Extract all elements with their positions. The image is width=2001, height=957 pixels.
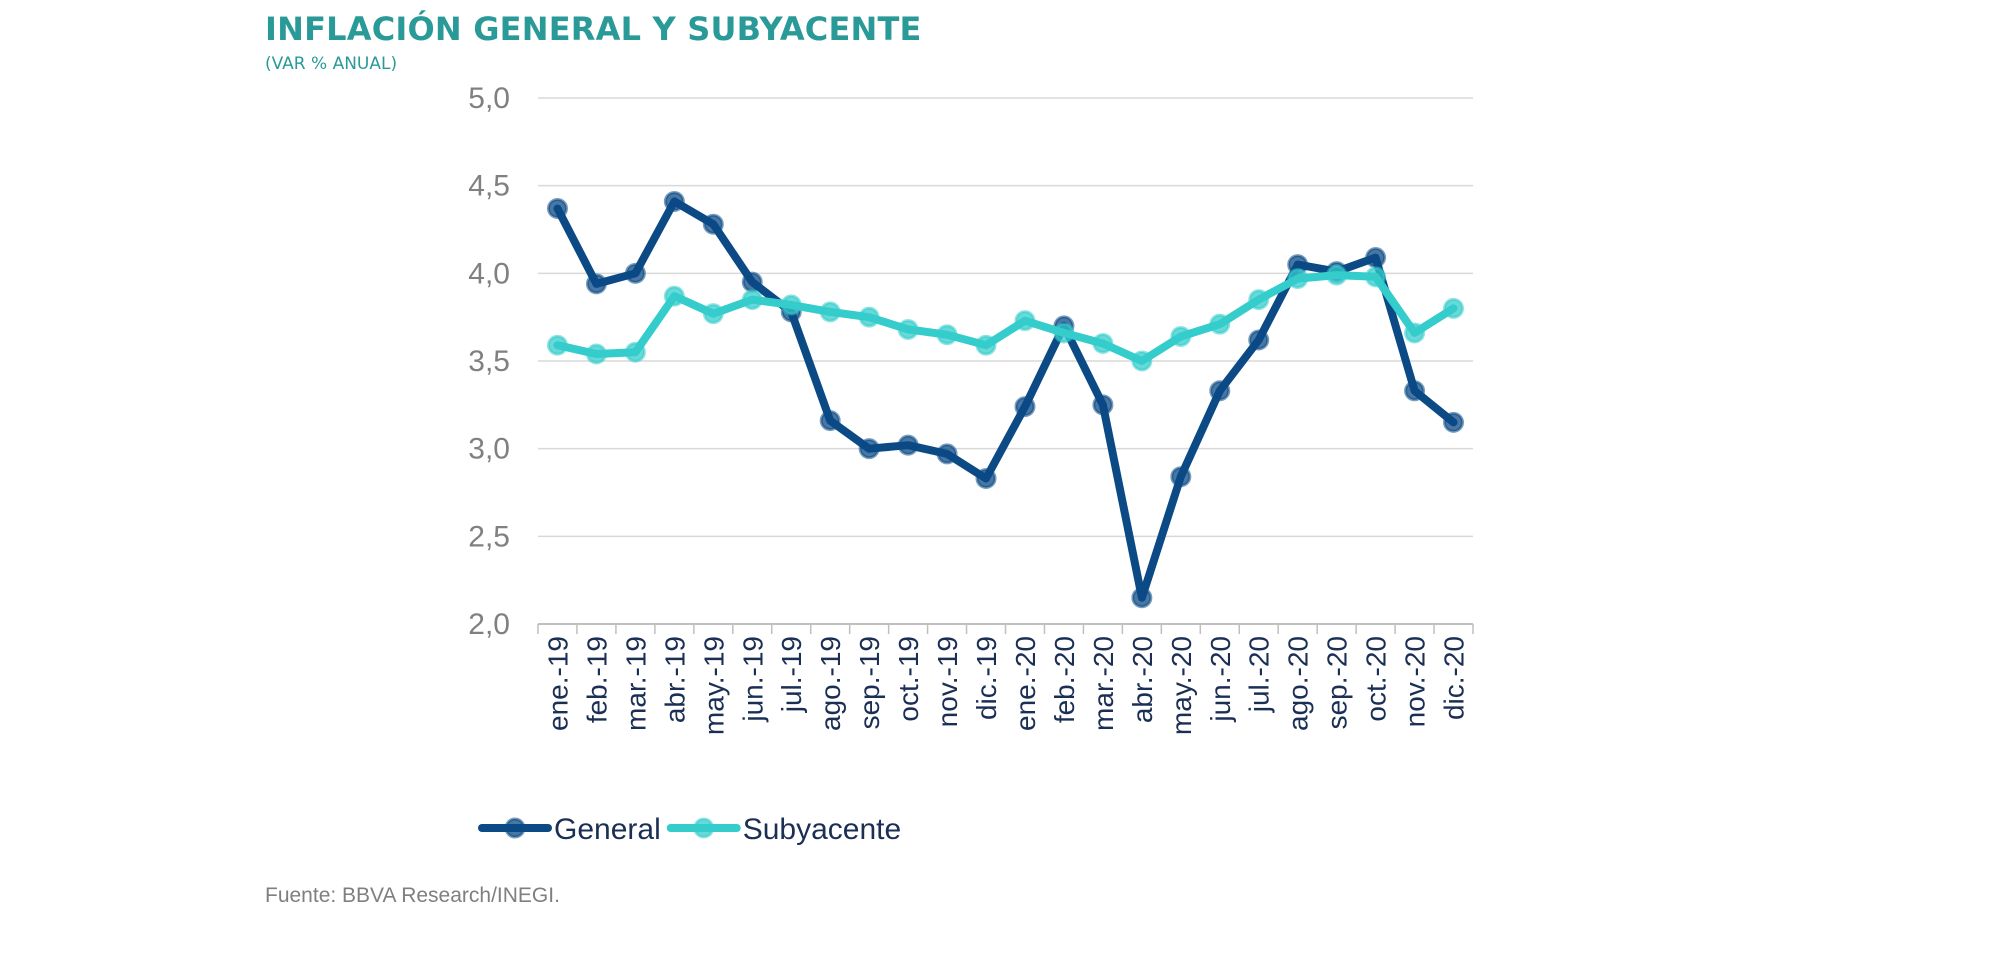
y-tick-label: 4,0 [468,257,510,290]
y-tick-label: 2,5 [468,520,510,553]
data-point-subyacente [702,303,724,325]
data-point-subyacente [819,301,841,323]
data-point-general [1209,380,1231,402]
y-tick-label: 3,5 [468,345,510,378]
data-point-general [702,213,724,235]
x-tick-label: ago.-20 [1283,636,1314,731]
x-tick-label: dic.-19 [971,636,1002,720]
x-tick-label: nov.-19 [932,636,963,727]
series-line-subyacente [553,271,1458,365]
data-point-subyacente [780,294,802,316]
legend-label-general: General [554,813,661,846]
data-point-general [1365,247,1387,269]
x-tick-label: jul.-19 [776,636,807,713]
x-tick-label: sep.-20 [1322,636,1353,729]
data-point-subyacente [1209,313,1231,335]
x-tick-label: abr.-20 [1127,636,1158,723]
data-point-subyacente [585,343,607,365]
data-point-subyacente [936,324,958,346]
data-point-subyacente [1014,310,1036,332]
data-point-subyacente [741,289,763,311]
data-point-general [936,443,958,465]
y-tick-label: 4,5 [468,170,510,203]
x-tick-label: dic.-20 [1439,636,1470,720]
data-point-general [1014,396,1036,418]
data-point-general [1092,394,1114,416]
source-note: Fuente: BBVA Research/INEGI. [265,884,560,907]
x-tick-label: jun.-20 [1205,636,1236,723]
data-point-subyacente [1404,322,1426,344]
data-point-general [897,434,919,456]
x-tick-label: nov.-20 [1400,636,1431,727]
data-point-subyacente [1443,297,1465,319]
data-point-general [858,438,880,460]
data-point-subyacente [1326,264,1348,286]
x-tick-label: abr.-19 [659,636,690,723]
legend-marker-subyacente [693,817,715,839]
data-point-subyacente [1248,289,1270,311]
data-point-subyacente [975,334,997,356]
data-point-subyacente [858,306,880,328]
legend-marker-general [504,817,526,839]
data-point-subyacente [624,341,646,363]
x-tick-label: ene.-19 [542,636,573,731]
x-tick-label: may.-20 [1166,636,1197,735]
legend-label-subyacente: Subyacente [743,813,901,846]
x-tick-label: feb.-20 [1049,636,1080,723]
y-tick-label: 2,0 [468,608,510,641]
data-point-general [546,197,568,219]
data-point-subyacente [546,334,568,356]
x-tick-label: oct.-20 [1361,636,1392,722]
x-tick-label: sep.-19 [854,636,885,729]
data-point-general [975,467,997,489]
data-point-general [585,273,607,295]
data-point-general [819,410,841,432]
data-point-subyacente [663,285,685,307]
y-tick-label: 3,0 [468,433,510,466]
data-point-subyacente [1131,350,1153,372]
data-point-subyacente [1092,332,1114,354]
x-tick-label: mar.-19 [620,636,651,731]
chart-subtitle: (VAR % ANUAL) [265,54,398,74]
data-point-general [1404,380,1426,402]
data-point-subyacente [897,318,919,340]
data-point-general [624,262,646,284]
x-tick-label: ago.-19 [815,636,846,731]
data-point-general [1443,411,1465,433]
data-point-subyacente [1170,325,1192,347]
chart-title: INFLACIÓN GENERAL Y SUBYACENTE [265,10,922,48]
x-tick-label: ene.-20 [1010,636,1041,731]
data-point-general [663,190,685,212]
x-tick-label: jun.-19 [737,636,768,723]
x-tick-label: may.-19 [698,636,729,735]
x-tick-label: mar.-20 [1088,636,1119,731]
y-tick-label: 5,0 [468,82,510,115]
data-point-general [741,271,763,293]
data-point-subyacente [1053,322,1075,344]
x-tick-label: jul.-20 [1244,636,1275,713]
series-line-general [553,197,1458,602]
x-tick-label: oct.-19 [893,636,924,722]
data-point-general [1248,329,1270,351]
data-point-general [1170,466,1192,488]
data-point-subyacente [1365,266,1387,288]
x-tick-label: feb.-19 [581,636,612,723]
data-point-general [1131,587,1153,609]
data-point-subyacente [1287,268,1309,290]
